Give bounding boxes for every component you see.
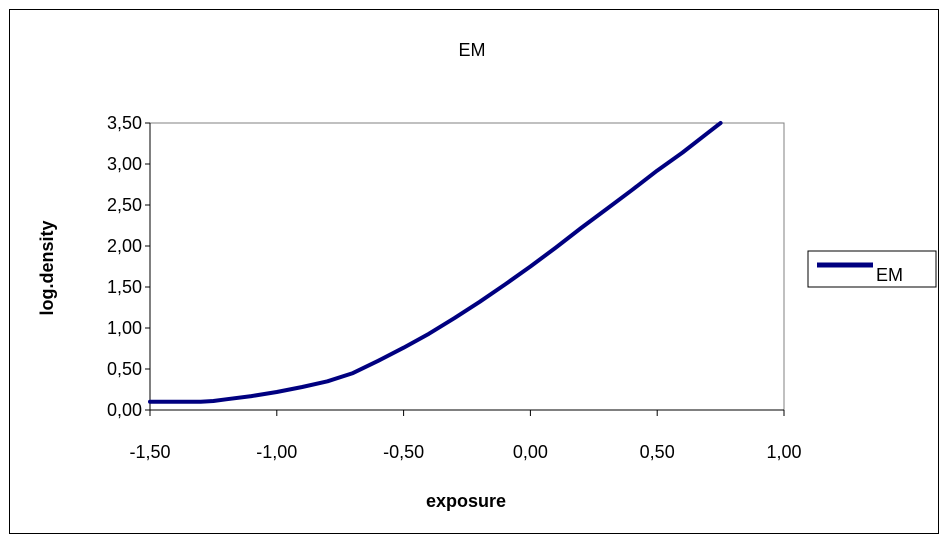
y-tick-label: 1,50 xyxy=(107,277,142,297)
y-tick-label: 0,50 xyxy=(107,359,142,379)
y-tick-label: 3,00 xyxy=(107,154,142,174)
x-tick-label: -0,50 xyxy=(383,442,424,462)
y-tick-label: 3,50 xyxy=(107,113,142,133)
x-tick-label: -1,50 xyxy=(129,442,170,462)
x-tick-label: 0,50 xyxy=(640,442,675,462)
x-tick-label: 0,00 xyxy=(513,442,548,462)
legend-label-em: EM xyxy=(876,265,903,285)
x-tick-label: 1,00 xyxy=(766,442,801,462)
x-axis-title: exposure xyxy=(426,491,506,511)
plot-area xyxy=(149,122,785,411)
series-layer xyxy=(148,121,723,404)
series-line-em[interactable] xyxy=(148,121,723,404)
y-tick-label: 2,50 xyxy=(107,195,142,215)
y-tick-label: 1,00 xyxy=(107,318,142,338)
legend[interactable]: EM xyxy=(807,250,937,288)
x-tick-label: -1,00 xyxy=(256,442,297,462)
x-axis: -1,50 -1,00 -0,50 0,00 0,50 1,00 xyxy=(129,409,802,462)
y-axis: 0,00 0,50 1,00 1,50 2,00 2,50 3,00 3,50 xyxy=(107,113,151,420)
y-axis-title: log.density xyxy=(37,220,57,315)
y-tick-label: 0,00 xyxy=(107,400,142,420)
chart-title: EM xyxy=(459,40,486,60)
y-tick-label: 2,00 xyxy=(107,236,142,256)
legend-box xyxy=(807,250,937,288)
